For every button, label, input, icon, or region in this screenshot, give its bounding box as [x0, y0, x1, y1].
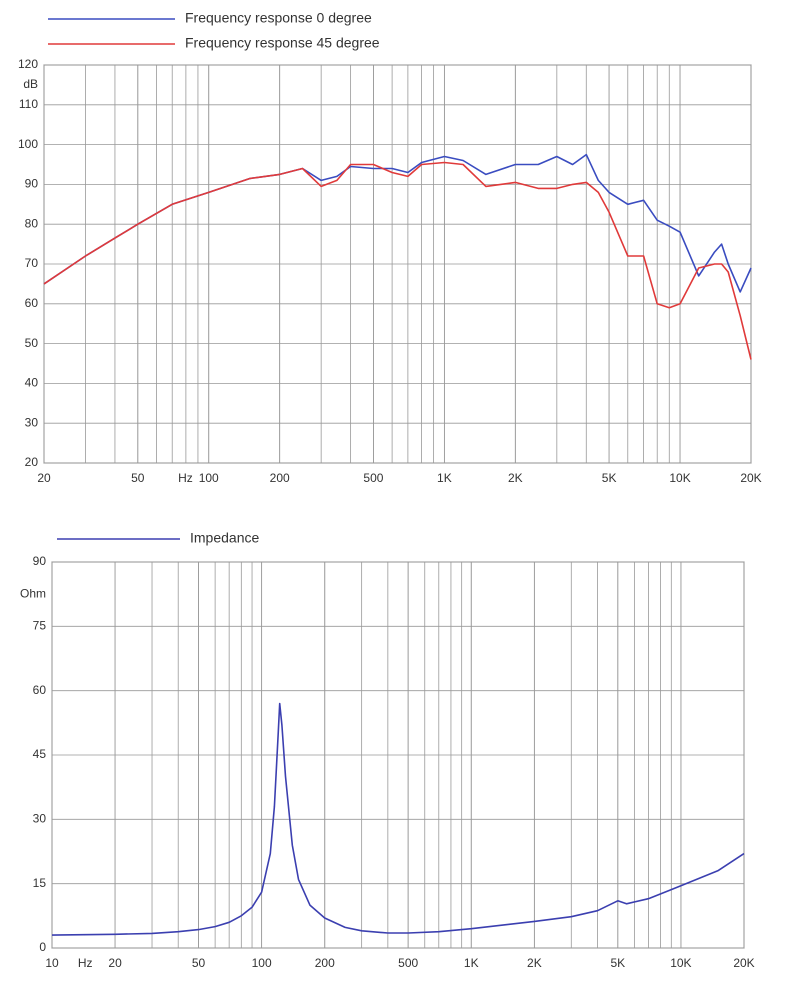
- x-tick-label: 10K: [670, 956, 691, 970]
- y-tick-label: 45: [33, 747, 47, 761]
- y-tick-label: 70: [25, 256, 39, 270]
- y-axis-label: dB: [23, 77, 38, 91]
- y-tick-label: 90: [33, 554, 47, 568]
- y-tick-label: 80: [25, 216, 39, 230]
- y-tick-label: 60: [25, 296, 39, 310]
- x-tick-label: 20: [108, 956, 122, 970]
- x-tick-label: 200: [270, 471, 290, 485]
- y-tick-label: 110: [19, 97, 38, 111]
- series-line: [43, 161, 752, 360]
- y-tick-label: 60: [33, 683, 47, 697]
- x-tick-label: 500: [398, 956, 418, 970]
- y-tick-label: 30: [33, 812, 47, 826]
- y-tick-label: 20: [25, 455, 39, 469]
- x-tick-label: 200: [315, 956, 335, 970]
- x-tick-label: 20K: [740, 471, 761, 485]
- x-tick-label: 5K: [610, 956, 625, 970]
- legend-text: Impedance: [190, 530, 259, 546]
- x-tick-label: 2K: [527, 956, 542, 970]
- x-axis-label: Hz: [78, 956, 93, 970]
- x-tick-label: 10K: [669, 471, 690, 485]
- x-tick-label: 50: [131, 471, 145, 485]
- legend-text: Frequency response 0 degree: [185, 10, 372, 26]
- legend-text: Frequency response 45 degree: [185, 35, 380, 51]
- x-tick-label: 500: [363, 471, 383, 485]
- x-tick-label: 1K: [437, 471, 452, 485]
- x-tick-label: 20: [37, 471, 51, 485]
- x-tick-label: 100: [199, 471, 219, 485]
- y-tick-label: 100: [18, 137, 38, 151]
- y-tick-label: 0: [39, 940, 46, 954]
- series-line: [51, 702, 745, 936]
- y-tick-label: 120: [18, 57, 38, 71]
- chart: 0 15 30 45 60 75 90 10 20 50 100 200 500 1K 2K 5K 10K 20K…: [20, 530, 755, 970]
- x-tick-label: 20K: [733, 956, 754, 970]
- x-axis-label: Hz: [178, 471, 193, 485]
- y-tick-label: 50: [25, 336, 39, 350]
- x-tick-label: 50: [192, 956, 206, 970]
- y-tick-label: 90: [25, 177, 39, 191]
- y-tick-label: 30: [25, 415, 39, 429]
- chart: 20 30 40 50 60 70 80 90 100 110 120 20 50 100 200 500 1K…: [18, 10, 762, 485]
- x-tick-label: 1K: [464, 956, 479, 970]
- y-tick-label: 15: [33, 876, 47, 890]
- x-tick-label: 10: [45, 956, 59, 970]
- y-tick-label: 40: [25, 376, 39, 390]
- x-tick-label: 100: [252, 956, 272, 970]
- y-axis-label: Ohm: [20, 586, 46, 600]
- x-tick-label: 2K: [508, 471, 523, 485]
- x-tick-label: 5K: [602, 471, 617, 485]
- y-tick-label: 75: [33, 619, 47, 633]
